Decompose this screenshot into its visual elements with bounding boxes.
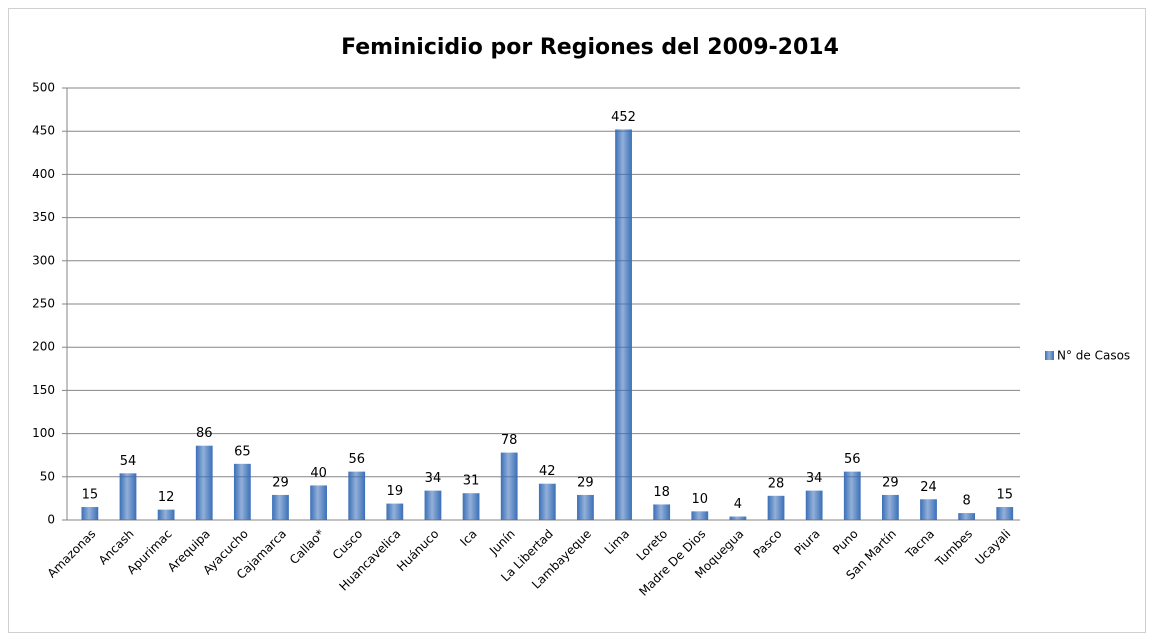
bar (882, 494, 899, 520)
bar (272, 494, 289, 520)
data-label: 15 (82, 488, 99, 503)
chart-frame (8, 8, 1146, 633)
bar (615, 129, 632, 521)
data-label: 40 (310, 466, 327, 481)
bar (233, 463, 251, 520)
bar (462, 493, 480, 520)
data-label: 56 (348, 452, 365, 467)
bar (577, 494, 594, 520)
data-label: 42 (539, 464, 556, 479)
data-label: 54 (120, 454, 137, 469)
bar (195, 445, 213, 520)
bar (157, 509, 175, 520)
bar (767, 495, 785, 520)
bar (538, 483, 556, 520)
data-label: 34 (425, 471, 442, 486)
data-label: 12 (158, 490, 175, 505)
bar (843, 471, 861, 520)
data-label: 15 (996, 488, 1013, 503)
y-tick-label: 250 (32, 297, 55, 311)
y-tick-label: 50 (40, 469, 55, 483)
bar (805, 490, 823, 520)
bar (920, 499, 937, 520)
bar (310, 485, 327, 520)
data-label: 29 (577, 475, 594, 490)
data-label: 19 (387, 484, 404, 499)
bar (119, 473, 137, 520)
y-tick-label: 100 (32, 426, 55, 440)
bar (653, 504, 671, 520)
data-label: 86 (196, 426, 213, 441)
chart-title: Feminicidio por Regiones del 2009-2014 (341, 35, 839, 60)
data-label: 28 (768, 476, 785, 491)
legend-label: N° de Casos (1057, 349, 1130, 363)
y-tick-label: 400 (32, 167, 55, 181)
data-label: 78 (501, 433, 518, 448)
data-label: 18 (653, 485, 670, 500)
y-tick-label: 500 (32, 81, 55, 95)
bar (729, 516, 747, 520)
bar (691, 511, 709, 520)
y-tick-label: 300 (32, 253, 55, 267)
bar (348, 471, 366, 520)
data-label: 56 (844, 452, 861, 467)
y-tick-label: 450 (32, 124, 55, 138)
data-label: 31 (463, 474, 480, 489)
data-label: 65 (234, 444, 251, 459)
data-label: 24 (920, 480, 937, 495)
bar (81, 507, 99, 520)
bar (424, 490, 442, 520)
y-tick-label: 150 (32, 383, 55, 397)
data-label: 34 (806, 471, 823, 486)
bar (500, 452, 518, 520)
bar (386, 503, 404, 520)
data-label: 29 (882, 475, 899, 490)
y-tick-label: 200 (32, 340, 55, 354)
data-label: 29 (272, 475, 289, 490)
data-label: 452 (611, 110, 636, 125)
data-label: 4 (734, 497, 742, 512)
bar (958, 513, 976, 520)
y-tick-label: 0 (47, 513, 55, 527)
legend-swatch (1045, 351, 1054, 360)
data-label: 8 (962, 494, 970, 509)
data-label: 10 (692, 492, 709, 507)
y-tick-label: 350 (32, 210, 55, 224)
bar (996, 507, 1014, 520)
